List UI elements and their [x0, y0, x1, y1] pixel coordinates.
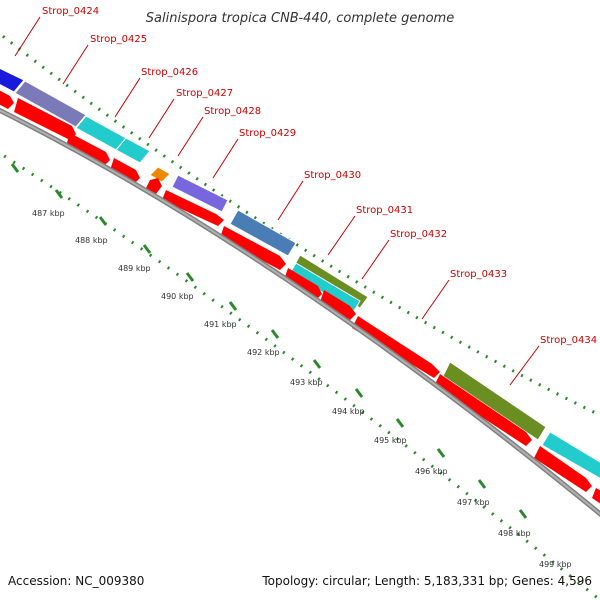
gene-label-leaders — [14, 16, 540, 386]
kbp-label: 495 kbp — [374, 436, 407, 445]
gene-label-strop-0424[interactable]: Strop_0424 — [42, 6, 99, 17]
kbp-label: 497 kbp — [457, 498, 490, 507]
cog-band-strop-0425[interactable] — [14, 80, 87, 128]
gene-arrow[interactable] — [110, 158, 140, 184]
gene-label-strop-0426[interactable]: Strop_0426 — [141, 67, 198, 78]
gene-label-strop-0427[interactable]: Strop_0427 — [176, 88, 233, 99]
gene-label-strop-0425[interactable]: Strop_0425 — [90, 34, 147, 45]
kbp-label: 499 kbp — [539, 560, 572, 569]
gene-label-strop-0433[interactable]: Strop_0433 — [450, 269, 507, 280]
kbp-major-ticks — [10, 163, 528, 519]
genome-summary-text: Topology: circular; Length: 5,183,331 bp… — [261, 574, 592, 588]
cog-band-strop-0434[interactable] — [442, 361, 547, 441]
cog-band-strop-0426b[interactable] — [115, 137, 151, 164]
cog-band-strop-0424[interactable] — [0, 66, 25, 93]
kbp-label: 491 kbp — [204, 320, 237, 329]
gene-label-strop-0430[interactable]: Strop_0430 — [304, 170, 361, 181]
kbp-label: 498 kbp — [498, 529, 531, 538]
cog-band-strop-0430[interactable] — [229, 209, 297, 257]
kbp-labels: 487 kbp 488 kbp 489 kbp 490 kbp 491 kbp … — [32, 209, 572, 569]
kbp-label: 494 kbp — [332, 407, 365, 416]
kbp-label: 488 kbp — [75, 236, 108, 245]
gene-arrow[interactable] — [14, 98, 76, 140]
gene-arrow[interactable] — [284, 268, 322, 300]
map-title: Salinispora tropica CNB-440, complete ge… — [146, 11, 454, 26]
gene-arrow[interactable] — [0, 88, 14, 109]
gene-labels: Strop_0424 Strop_0425 Strop_0426 Strop_0… — [42, 6, 597, 346]
gene-label-strop-0428[interactable]: Strop_0428 — [204, 106, 261, 117]
gene-arrow[interactable] — [352, 316, 440, 378]
cog-band-strop-0427[interactable] — [149, 166, 171, 183]
genome-backbone — [0, 107, 600, 518]
genome-backbone-highlight — [0, 109, 600, 516]
kbp-label: 493 kbp — [290, 378, 323, 387]
gene-arrow[interactable] — [66, 133, 110, 166]
gene-arrow[interactable] — [320, 290, 356, 320]
kbp-label: 490 kbp — [161, 292, 194, 301]
kbp-label: 492 kbp — [247, 348, 280, 357]
gene-label-strop-0431[interactable]: Strop_0431 — [356, 205, 413, 216]
gene-label-strop-0434[interactable]: Strop_0434 — [540, 335, 597, 346]
kbp-label: 487 kbp — [32, 209, 65, 218]
gene-arrow[interactable] — [220, 226, 286, 270]
gene-label-strop-0429[interactable]: Strop_0429 — [239, 128, 296, 139]
gene-arrow[interactable] — [434, 374, 532, 446]
gene-arrow[interactable] — [162, 190, 224, 226]
gene-arrow[interactable] — [592, 488, 600, 510]
gene-label-strop-0432[interactable]: Strop_0432 — [390, 229, 447, 240]
outer-tick-ring — [0, 32, 600, 417]
kbp-label: 496 kbp — [415, 467, 448, 476]
cog-band-strop-0428[interactable] — [171, 174, 229, 213]
accession-text: Accession: NC_009380 — [8, 574, 144, 588]
gene-arrow-track — [0, 88, 600, 510]
cog-band-strop-0432[interactable] — [289, 262, 361, 312]
cog-feature-track — [0, 66, 600, 484]
gene-arrow[interactable] — [534, 446, 592, 492]
kbp-label: 489 kbp — [118, 264, 151, 273]
cog-band-strop-0435[interactable] — [541, 431, 600, 484]
